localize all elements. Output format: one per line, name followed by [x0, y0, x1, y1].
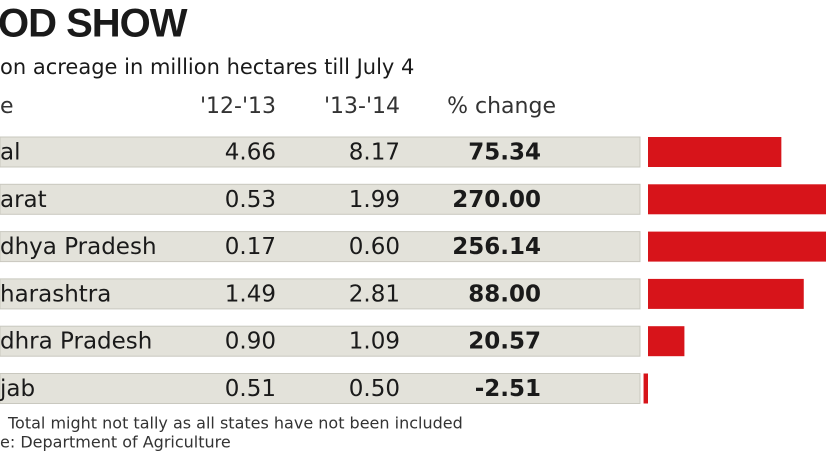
bar	[648, 231, 826, 262]
row-label: harashtra	[0, 281, 111, 307]
column-header: '13-'14	[324, 94, 400, 119]
chart-subtitle: on acreage in million hectares till July…	[0, 55, 414, 79]
value-label: 270.00	[452, 187, 541, 213]
cell: 0.90	[225, 329, 276, 355]
cell: 2.81	[349, 281, 400, 307]
footnote: e: Department of Agriculture	[0, 433, 231, 452]
row-label: dhya Pradesh	[0, 234, 157, 260]
value-label: 75.34	[468, 140, 541, 166]
cell: 1.09	[349, 329, 400, 355]
bar	[643, 373, 648, 404]
row-label: jab	[0, 376, 35, 402]
row-band	[0, 325, 641, 357]
cell: 8.17	[349, 140, 400, 166]
footnote: Total might not tally as all states have…	[7, 414, 463, 433]
value-label: 88.00	[468, 281, 541, 307]
chart-title: OD SHOW	[0, 2, 188, 46]
cell: 1.99	[349, 187, 400, 213]
cell: 1.49	[225, 281, 276, 307]
row-band	[0, 231, 641, 263]
cell: 0.60	[349, 234, 400, 260]
bar	[648, 278, 804, 309]
row-label: arat	[0, 187, 47, 213]
cell: 4.66	[225, 140, 276, 166]
bar	[648, 137, 782, 167]
column-header: % change	[447, 94, 556, 119]
row-label: al	[0, 140, 20, 166]
bar	[648, 326, 685, 357]
cell: 0.17	[225, 234, 276, 260]
column-header: '12-'13	[200, 94, 276, 119]
row-band	[0, 183, 641, 215]
value-label: 20.57	[468, 329, 541, 355]
cell: 0.53	[225, 187, 276, 213]
row-band	[0, 278, 641, 310]
cell: 0.51	[225, 376, 276, 402]
value-label: -2.51	[475, 376, 541, 402]
cell: 0.50	[349, 376, 400, 402]
row-label: dhra Pradesh	[0, 329, 152, 355]
row-band	[0, 373, 641, 404]
column-header: e	[0, 94, 14, 119]
row-band	[0, 136, 641, 168]
value-label: 256.14	[452, 234, 541, 260]
bar	[648, 184, 826, 215]
